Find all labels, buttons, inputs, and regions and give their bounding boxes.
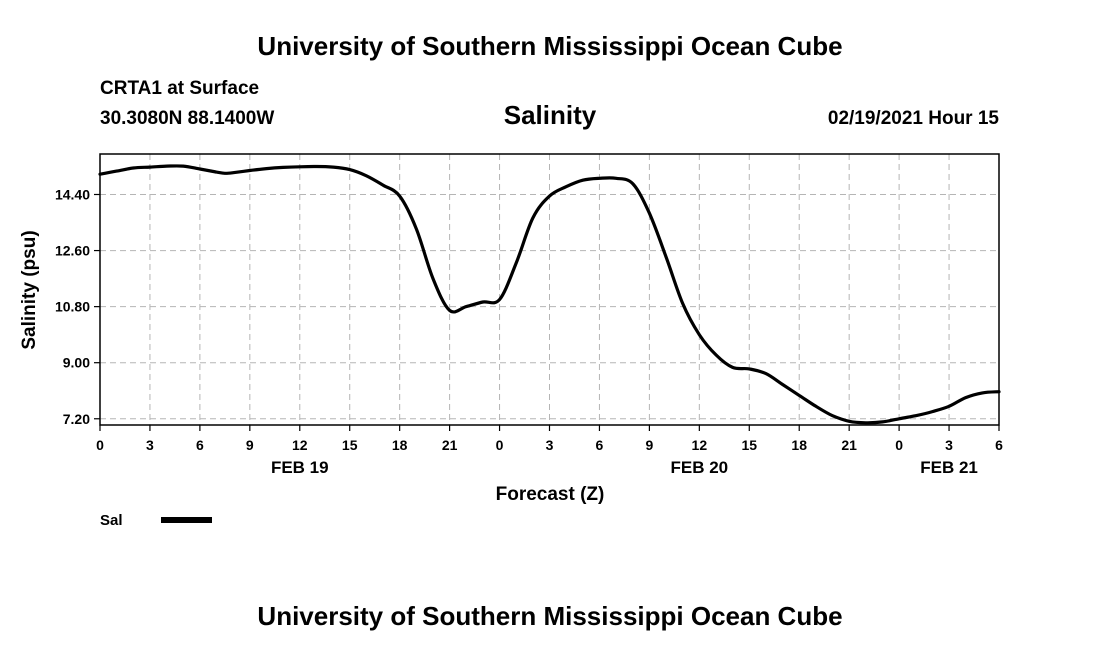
y-axis: 7.20 9.00 10.80 12.60 14.40: [55, 186, 100, 427]
grid-lines: [100, 154, 999, 425]
station-label: CRTA1 at Surface: [100, 78, 259, 99]
legend-label: Sal: [100, 512, 123, 529]
x-tick-label: 0: [895, 437, 903, 453]
x-tick-label: 12: [692, 437, 708, 453]
x-tick-label: 9: [645, 437, 653, 453]
series-line-sal: [98, 164, 1001, 425]
y-tick-label: 7.20: [63, 411, 90, 427]
y-tick-label: 12.60: [55, 243, 90, 259]
date-labels: FEB 19 FEB 20 FEB 21: [271, 458, 978, 477]
x-tick-label: 21: [442, 437, 458, 453]
x-tick-label: 3: [546, 437, 554, 453]
chart-title: Salinity: [504, 100, 597, 130]
x-axis: 0 3 6 9 12 15 18 21 0 3 6 9 12 15 18 21 0 3 6: [96, 425, 1003, 453]
y-tick-label: 9.00: [63, 355, 90, 371]
x-tick-label: 9: [246, 437, 254, 453]
forecast-datetime: 02/19/2021 Hour 15: [828, 108, 1000, 129]
y-axis-label: Salinity (psu): [19, 230, 40, 349]
header-title: University of Southern Mississippi Ocean…: [257, 31, 842, 61]
x-tick-label: 12: [292, 437, 308, 453]
y-tick-label: 14.40: [55, 186, 90, 202]
x-tick-label: 15: [741, 437, 757, 453]
date-label: FEB 19: [271, 458, 329, 477]
x-tick-label: 3: [945, 437, 953, 453]
x-tick-label: 0: [96, 437, 104, 453]
x-tick-label: 18: [791, 437, 807, 453]
plot-frame: [99, 153, 1000, 426]
y-tick-label: 10.80: [55, 299, 90, 315]
station-coords: 30.3080N 88.1400W: [100, 108, 274, 129]
x-tick-label: 6: [196, 437, 204, 453]
x-tick-label: 0: [496, 437, 504, 453]
date-label: FEB 20: [671, 458, 729, 477]
x-tick-label: 15: [342, 437, 358, 453]
footer-title: University of Southern Mississippi Ocean…: [257, 601, 842, 631]
date-label: FEB 21: [920, 458, 978, 477]
x-tick-label: 6: [995, 437, 1003, 453]
x-tick-label: 3: [146, 437, 154, 453]
x-tick-label: 6: [596, 437, 604, 453]
x-tick-label: 18: [392, 437, 408, 453]
x-tick-label: 21: [841, 437, 857, 453]
x-axis-label: Forecast (Z): [496, 484, 605, 505]
